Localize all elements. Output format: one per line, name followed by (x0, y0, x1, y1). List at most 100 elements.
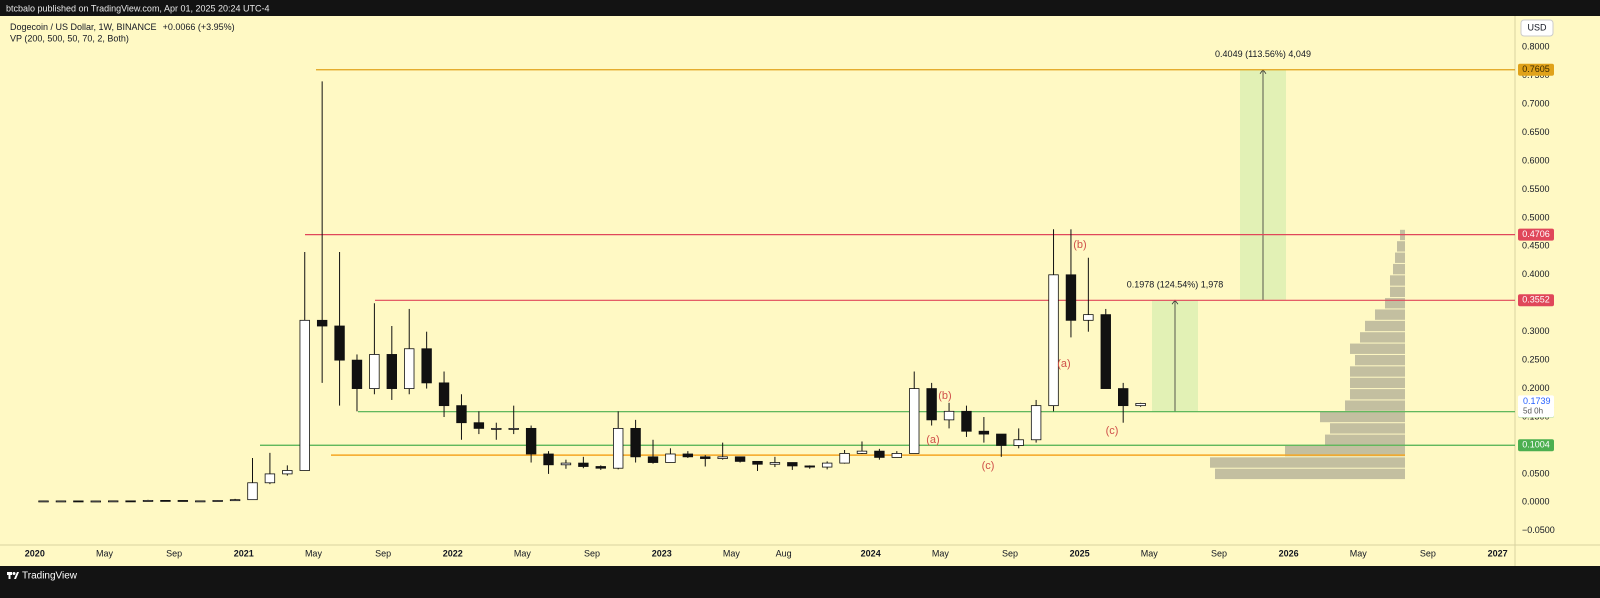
x-tick-label: 2027 (1488, 548, 1508, 558)
level-label-box (1518, 63, 1554, 76)
currency-box[interactable] (1520, 19, 1554, 37)
y-tick-label: 0.6500 (1522, 127, 1550, 137)
volume-profile-bar (1285, 445, 1405, 457)
x-tick-label: 2026 (1279, 548, 1299, 558)
x-tick-label: 2025 (1070, 548, 1090, 558)
x-tick-label: Sep (1420, 548, 1436, 558)
candle-body (874, 450, 885, 458)
candle-body (752, 460, 763, 465)
x-tick-label: Sep (1002, 548, 1018, 558)
candle-body (996, 433, 1007, 446)
x-tick-label: May (305, 548, 323, 558)
level-label-box (1518, 294, 1554, 307)
y-tick-label: −0.0500 (1522, 525, 1555, 535)
candle-body (456, 405, 467, 424)
candle-body (1065, 274, 1077, 321)
x-tick-label: 2022 (443, 548, 463, 558)
footer (0, 566, 1600, 598)
y-tick-label: 0.0500 (1522, 468, 1550, 478)
x-tick-label: Sep (1211, 548, 1227, 558)
candle-body (961, 410, 972, 432)
candle-body (682, 453, 694, 458)
candle-body (769, 462, 781, 465)
change: +0.0066 (+3.95%) (163, 22, 235, 32)
candle-body (787, 462, 798, 467)
volume-profile-bar (1325, 434, 1405, 445)
volume-profile-bar (1365, 320, 1405, 332)
y-tick-label: 0.2500 (1522, 355, 1550, 365)
candle-body (613, 427, 624, 469)
volume-profile-bar (1350, 366, 1405, 377)
candle-body (212, 500, 223, 502)
volume-profile-bar (1215, 468, 1405, 480)
volume-profile-bar (1385, 298, 1405, 309)
candle-body (856, 450, 868, 454)
candle-body (160, 500, 171, 502)
countdown: 5d 0h (1523, 407, 1543, 416)
volume-profile-bar (1355, 354, 1405, 366)
x-tick-label: 2021 (234, 548, 254, 558)
level-label: 0.7605 (1522, 64, 1550, 74)
candle-body (647, 456, 659, 463)
candle-body (909, 388, 920, 454)
candle-body (926, 388, 937, 421)
volume-profile-bar (1330, 423, 1405, 434)
x-tick-label: 2023 (652, 548, 672, 558)
level-label: 0.4706 (1522, 229, 1550, 239)
x-tick-label: 2024 (861, 548, 881, 558)
wave-label: (a) (926, 434, 939, 446)
volume-profile-bar (1393, 263, 1405, 275)
candle-body (560, 462, 572, 466)
volume-profile-bar (1390, 286, 1405, 298)
volume-profile-bar (1395, 252, 1405, 263)
x-tick-label: 2020 (25, 548, 45, 558)
x-tick-label: May (1141, 548, 1159, 558)
measure-label: 0.1978 (124.54%) 1,978 (1127, 280, 1224, 290)
candle-body (630, 427, 641, 458)
x-tick-label: Sep (166, 548, 182, 558)
candle-body (1048, 274, 1059, 407)
y-tick-label: 0.4500 (1522, 241, 1550, 251)
candle-body (734, 456, 746, 462)
candle-body (821, 462, 833, 468)
candle-body (351, 359, 363, 389)
candle-body (491, 427, 502, 430)
measure-label: 0.4049 (113.56%) 4,049 (1215, 49, 1311, 59)
candle-body (177, 500, 189, 502)
candle-body (1083, 314, 1094, 321)
candle-body (73, 500, 84, 503)
candle-body (525, 427, 537, 455)
wave-label: (a) (1057, 358, 1070, 370)
candle-body (891, 453, 902, 458)
level-label: 0.1004 (1522, 440, 1550, 450)
candle-body (438, 382, 450, 407)
volume-profile-bar (1390, 275, 1405, 286)
candle-body (1135, 403, 1146, 407)
candle-body (90, 500, 101, 503)
x-tick-label: May (932, 548, 950, 558)
candle-body (369, 354, 380, 389)
candle-body (804, 465, 815, 468)
volume-profile-bar (1397, 241, 1405, 252)
candle-body (508, 427, 519, 430)
last-price: 0.1739 (1523, 396, 1551, 406)
candle-body (264, 473, 276, 484)
level-label: 0.3552 (1522, 295, 1550, 305)
x-tick-label: May (96, 548, 114, 558)
logo (7, 572, 19, 579)
candle-body (282, 470, 293, 475)
candle-body (421, 348, 432, 384)
y-tick-label: 0.4000 (1522, 269, 1550, 279)
candle-body (543, 453, 554, 466)
candle-body (978, 430, 990, 435)
candle-body (316, 319, 328, 327)
volume-profile-bar (1210, 457, 1405, 468)
y-tick-label: 0.6000 (1522, 155, 1550, 165)
volume-profile-bar (1320, 411, 1405, 423)
candle-body (247, 482, 258, 501)
y-tick-label: 0.0000 (1522, 497, 1550, 507)
wave-label: (c) (1106, 425, 1119, 437)
y-tick-label: 0.7000 (1522, 99, 1550, 109)
